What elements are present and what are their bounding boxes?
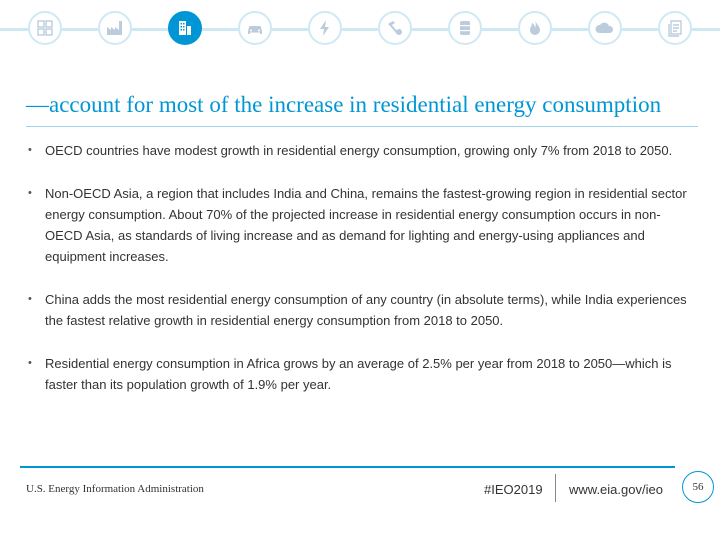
page-number: 56 (692, 481, 704, 493)
natural-gas-icon[interactable] (518, 11, 552, 45)
bullet-text: China adds the most residential energy c… (45, 292, 687, 328)
bullet-item: • Non-OECD Asia, a region that includes I… (26, 183, 698, 267)
footer-separator (555, 474, 556, 502)
industrial-icon[interactable] (98, 11, 132, 45)
bullet-marker: • (28, 144, 32, 156)
bullet-marker: • (28, 357, 32, 369)
bullet-text: Residential energy consumption in Africa… (45, 356, 672, 392)
electricity-icon[interactable] (308, 11, 342, 45)
bullet-text: Non-OECD Asia, a region that includes In… (45, 186, 687, 264)
slide-title: —account for most of the increase in res… (26, 92, 662, 117)
title-divider (26, 126, 698, 127)
footer-hashtag: #IEO2019 (484, 482, 543, 497)
footer-divider (20, 466, 675, 468)
summary-icon[interactable] (28, 11, 62, 45)
bullet-list: • OECD countries have modest growth in re… (26, 140, 698, 417)
bullet-item: • OECD countries have modest growth in re… (26, 140, 698, 161)
bullet-item: • China adds the most residential energy … (26, 289, 698, 331)
bullet-marker: • (28, 187, 32, 199)
buildings-icon[interactable] (168, 11, 202, 45)
transportation-icon[interactable] (238, 11, 272, 45)
documents-icon[interactable] (658, 11, 692, 45)
petroleum-icon[interactable] (448, 11, 482, 45)
page-number-badge: 56 (682, 471, 714, 503)
footer-url[interactable]: www.eia.gov/ieo (569, 482, 663, 497)
bullet-item: • Residential energy consumption in Afric… (26, 353, 698, 395)
footer-source: U.S. Energy Information Administration (26, 483, 204, 495)
bullet-marker: • (28, 293, 32, 305)
section-nav-bar (0, 0, 720, 56)
co2-icon[interactable] (588, 11, 622, 45)
bullet-text: OECD countries have modest growth in res… (45, 143, 673, 158)
coal-icon[interactable] (378, 11, 412, 45)
